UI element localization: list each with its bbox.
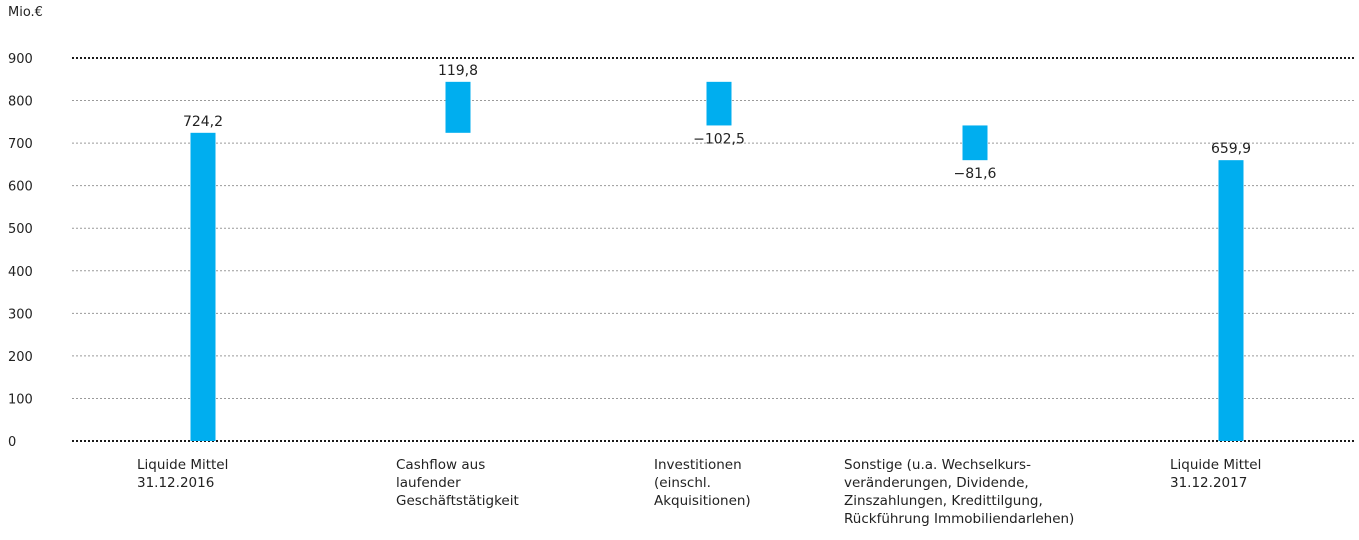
bar [1218, 160, 1244, 441]
y-tick-label: 400 [8, 265, 33, 280]
y-tick-label: 0 [8, 435, 16, 450]
category-label: Sonstige (u.a. Wechselkurs-veränderungen… [844, 457, 1074, 527]
bar [962, 125, 988, 161]
bar [190, 132, 216, 441]
category-label-line: Cashflow aus [396, 457, 485, 473]
data-labels: 724,2 119,8 −102,5 −81,6 659,9 [183, 63, 1251, 182]
y-tick-label: 700 [8, 137, 33, 152]
y-tick-label: 500 [8, 222, 33, 237]
category-label: Cashflow aus laufender Geschäftstätigkeit [396, 457, 519, 509]
category-label-line: Rückführung Immobiliendarlehen) [844, 511, 1074, 527]
y-tick-label: 900 [8, 52, 33, 67]
data-label: 119,8 [438, 63, 478, 79]
bar [445, 81, 471, 133]
category-label-line: (einschl. [654, 475, 711, 491]
category-label-line: Investitionen [654, 457, 742, 473]
category-label-line: Sonstige (u.a. Wechselkurs- [844, 457, 1031, 473]
data-label: 659,9 [1211, 141, 1251, 157]
category-label: Investitionen (einschl. Akquisitionen) [654, 457, 751, 509]
category-label: Liquide Mittel 31.12.2016 [137, 457, 228, 491]
bar [706, 81, 732, 126]
category-label-line: Liquide Mittel [137, 457, 228, 473]
category-label-line: Akquisitionen) [654, 493, 751, 509]
y-axis-ticks: 0 100 200 300 400 500 600 700 800 900 [8, 52, 33, 450]
y-tick-label: 300 [8, 307, 33, 322]
data-label: −81,6 [954, 166, 997, 182]
category-label-line: Liquide Mittel [1170, 457, 1261, 473]
unit-label: Mio.€ [8, 5, 43, 20]
y-tick-label: 600 [8, 180, 33, 195]
category-label-line: laufender [396, 475, 461, 491]
y-tick-label: 200 [8, 350, 33, 365]
category-label-line: 31.12.2017 [1170, 475, 1247, 491]
category-label: Liquide Mittel 31.12.2017 [1170, 457, 1261, 491]
y-tick-label: 100 [8, 392, 33, 407]
y-tick-label: 800 [8, 95, 33, 110]
category-label-line: 31.12.2016 [137, 475, 214, 491]
bars [190, 81, 1244, 441]
data-label: 724,2 [183, 114, 223, 130]
category-label-line: veränderungen, Dividende, [844, 475, 1029, 491]
category-labels: Liquide Mittel 31.12.2016 Cashflow aus lauf… [137, 457, 1261, 527]
category-label-line: Geschäftstätigkeit [396, 493, 519, 509]
data-label: −102,5 [693, 131, 745, 147]
category-label-line: Zinszahlungen, Kredittilgung, [844, 493, 1043, 509]
